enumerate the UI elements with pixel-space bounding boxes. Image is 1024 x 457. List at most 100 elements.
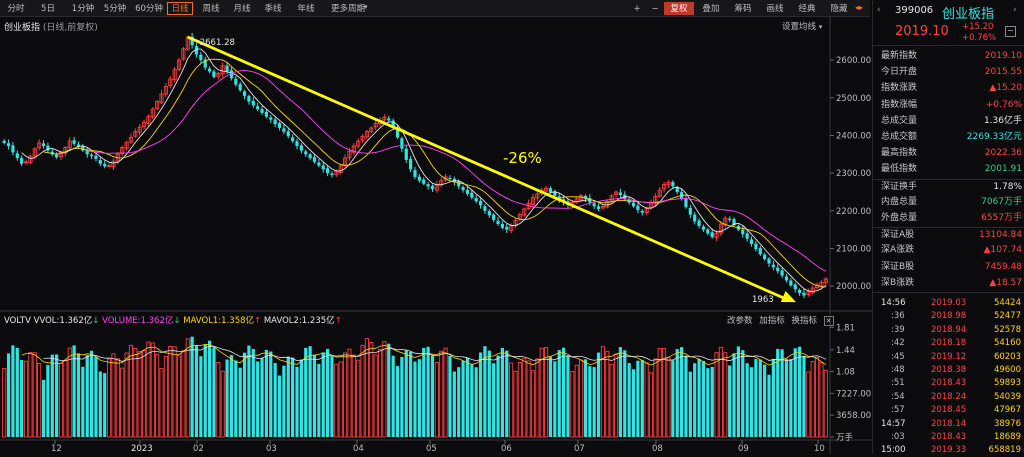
- minimize-icon[interactable]: −: [1005, 26, 1016, 37]
- candle-body: [732, 219, 736, 226]
- tab-monthly[interactable]: 月线: [233, 4, 251, 14]
- adjust-button[interactable]: 复权: [664, 2, 694, 15]
- volume-bar: [710, 366, 714, 437]
- candle-body: [548, 188, 553, 192]
- volume-bar: [172, 346, 177, 438]
- index-name: 创业板指: [942, 7, 995, 22]
- candle-body: [802, 292, 806, 296]
- candle-body: [181, 48, 186, 60]
- time-tick-label: 05: [426, 444, 437, 454]
- hide-button[interactable]: 隐藏: [830, 4, 848, 14]
- volume-bar: [539, 347, 544, 438]
- index-code: 399006: [895, 5, 934, 16]
- tab-more-periods[interactable]: 更多周期: [330, 4, 365, 14]
- price-axis: 2600.00 2500.00 2400.00 2300.00 2200.00 2100.…: [187, 36, 871, 443]
- stat-value: 1.36亿手: [983, 115, 1022, 126]
- close-icon[interactable]: ✕: [823, 316, 834, 326]
- kline-chart-canvas[interactable]: -26% 2600.00 2500.00 2400.00 2300.00 2200.00…: [0, 0, 872, 454]
- zoom-out-button[interactable]: −: [651, 4, 659, 14]
- candle-body: [291, 137, 295, 142]
- volume-header: VOLTV VVOL:1.362亿↓ VOLUME:1.362亿↓ MAVOL1…: [4, 314, 342, 326]
- candle-body: [155, 101, 160, 109]
- volume-bar: [487, 350, 491, 437]
- tab-1min[interactable]: 1分钟: [71, 4, 95, 14]
- trend-arrow: -26%: [187, 35, 796, 303]
- volume-bar: [32, 352, 37, 438]
- candle-body: [496, 220, 500, 225]
- tab-5min[interactable]: 5分钟: [103, 4, 127, 14]
- edit-params-button[interactable]: 改参数: [727, 316, 753, 326]
- volume-bar: [364, 338, 369, 438]
- price-tick-label: 2500.00: [836, 94, 871, 104]
- candle-body: [6, 143, 11, 147]
- chevron-down-icon[interactable]: ▾: [364, 3, 368, 11]
- tick-time: :45: [891, 351, 905, 362]
- volume-bar: [465, 357, 470, 437]
- price-grid: [0, 17, 872, 454]
- prev-icon[interactable]: ‹: [877, 5, 881, 15]
- candle-body: [600, 205, 605, 209]
- overlay-button[interactable]: 叠加: [702, 4, 720, 14]
- stat-value: 6557万手: [981, 213, 1022, 223]
- candle-body: [15, 153, 19, 159]
- tick-time: 14:57: [881, 418, 906, 429]
- classic-button[interactable]: 经典: [798, 4, 816, 14]
- candle-body: [789, 280, 793, 286]
- candle-body: [321, 165, 325, 170]
- stat-row: 内盘总量 7067万手: [873, 195, 1024, 210]
- trend-arrow-head: [780, 291, 796, 303]
- volume-bar: [37, 362, 42, 438]
- volume-bar: [802, 355, 806, 437]
- candle-body: [483, 206, 487, 211]
- volume-tick-label: 3658.00: [836, 411, 871, 421]
- moving-average-line: [87, 70, 827, 272]
- candle-body: [784, 276, 789, 281]
- volume-bar: [28, 351, 33, 438]
- zoom-in-button[interactable]: +: [633, 4, 641, 14]
- candle-body: [793, 284, 797, 290]
- volume-bar: [55, 354, 59, 437]
- candle-body: [137, 126, 142, 133]
- candle-body: [382, 116, 387, 121]
- volume-bar: [72, 345, 76, 437]
- candle-body: [530, 197, 536, 205]
- tab-quarterly[interactable]: 季线: [264, 4, 282, 14]
- tick-volume: 47967: [993, 405, 1021, 416]
- candle-body: [107, 165, 112, 168]
- chips-button[interactable]: 筹码: [734, 4, 752, 14]
- stat-label: 今日开盘: [881, 67, 918, 78]
- volume-bar: [50, 354, 54, 437]
- switch-indicator-button[interactable]: 换指标: [791, 316, 817, 326]
- settings-ma-link[interactable]: 设置均线 ▾: [782, 20, 822, 32]
- candle-body: [98, 159, 102, 164]
- volume-bar: [483, 346, 487, 437]
- volume-bar: [697, 358, 701, 437]
- volume-bar: [701, 360, 706, 437]
- tick-price: 2018.43: [931, 378, 967, 389]
- tick-volume: 49600: [993, 365, 1021, 375]
- candle-body: [487, 211, 491, 216]
- candle-body: [229, 70, 234, 79]
- more-icon[interactable]: ◂▸: [855, 3, 864, 12]
- volume-indicator-name[interactable]: VOLTV: [4, 316, 31, 326]
- tick-price: 2018.18: [931, 338, 967, 349]
- time-tick-label: 09: [738, 444, 749, 454]
- tab-daily[interactable]: 日线: [167, 2, 193, 15]
- volume-bar: [251, 349, 255, 437]
- candle-body: [168, 78, 173, 87]
- tab-yearly[interactable]: 年线: [297, 4, 315, 14]
- candle-body: [474, 198, 478, 202]
- volume-bar: [553, 361, 557, 437]
- add-indicator-button[interactable]: 加指标: [759, 316, 785, 326]
- moving-average-line: [43, 58, 826, 288]
- volume-bar: [644, 362, 649, 438]
- tab-fenshi[interactable]: 分时: [7, 4, 25, 14]
- candle-body: [500, 224, 505, 228]
- draw-line-button[interactable]: 画线: [766, 4, 784, 14]
- tab-weekly[interactable]: 周线: [202, 4, 220, 14]
- next-icon[interactable]: ›: [1013, 5, 1017, 15]
- tab-5day[interactable]: 5日: [41, 4, 55, 14]
- tab-60min[interactable]: 60分钟: [135, 4, 163, 14]
- time-tick-label: 2023: [131, 444, 153, 454]
- candle-body: [443, 176, 448, 181]
